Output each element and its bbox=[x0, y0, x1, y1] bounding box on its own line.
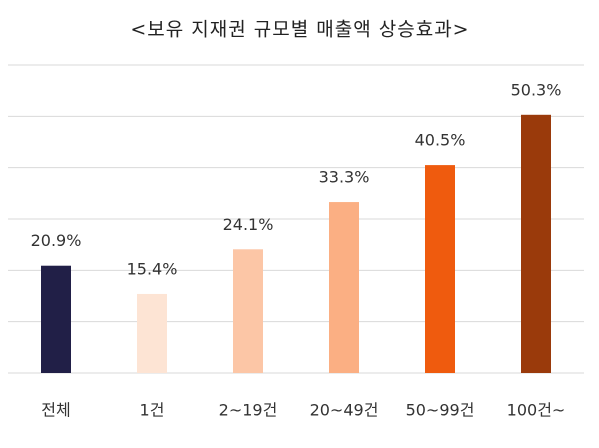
bar bbox=[233, 249, 263, 373]
x-tick-label: 100건~ bbox=[507, 401, 566, 420]
value-label: 24.1% bbox=[223, 215, 274, 234]
value-label: 40.5% bbox=[415, 131, 466, 150]
bar bbox=[137, 293, 167, 373]
value-label: 15.4% bbox=[127, 259, 178, 278]
x-tick-label: 1건 bbox=[140, 401, 165, 420]
value-label: 33.3% bbox=[319, 168, 370, 187]
bar bbox=[41, 265, 71, 373]
value-label: 20.9% bbox=[31, 231, 82, 250]
x-tick-label: 2~19건 bbox=[219, 401, 278, 420]
chart-title: <보유 지재권 규모별 매출액 상승효과> bbox=[130, 19, 469, 41]
bar bbox=[425, 165, 455, 373]
bar bbox=[329, 202, 359, 373]
x-tick-label: 50~99건 bbox=[406, 401, 475, 420]
x-tick-label: 20~49건 bbox=[310, 401, 379, 420]
bar bbox=[521, 114, 551, 373]
value-label: 50.3% bbox=[511, 80, 562, 99]
x-tick-label: 전체 bbox=[41, 401, 70, 420]
